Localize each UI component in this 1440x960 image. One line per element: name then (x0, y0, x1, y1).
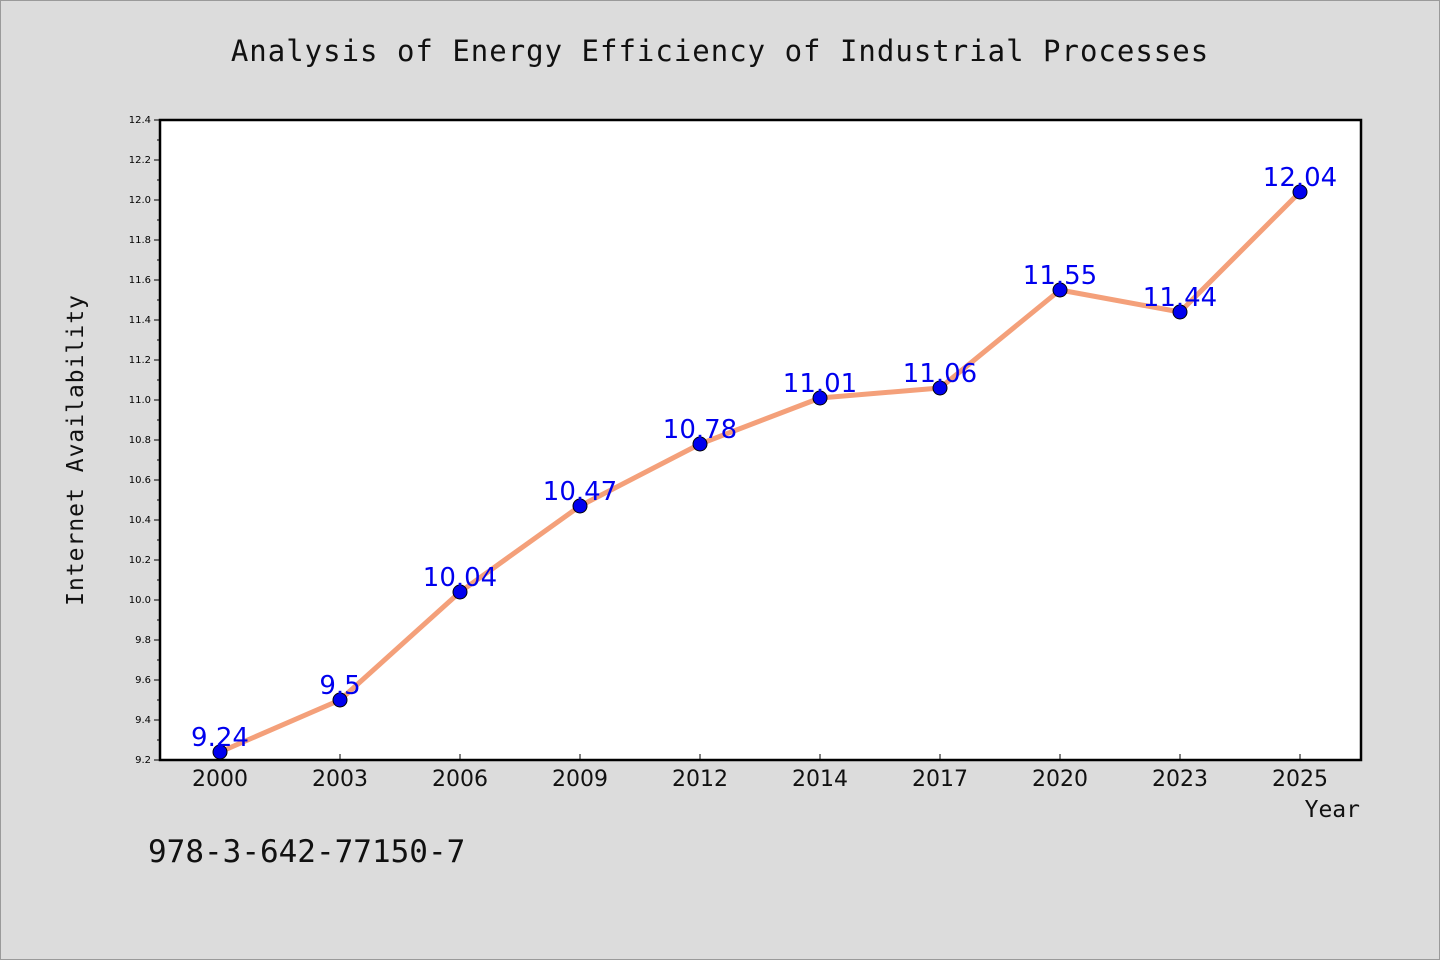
plot-area (160, 120, 1361, 760)
x-tick-label: 2009 (552, 767, 608, 792)
x-tick-label: 2000 (192, 767, 248, 792)
y-axis: 9.2 9.4 9.6 9.8 10.0 10.2 10.4 10.6 10.8 11.0 11.2… (129, 115, 160, 766)
data-label: 9.24 (191, 723, 249, 753)
y-tick-label: 10.6 (129, 475, 151, 486)
y-tick-label: 9.4 (135, 715, 151, 726)
y-tick-label: 10.0 (129, 595, 151, 606)
data-point (572, 498, 588, 514)
x-axis-label: Year (1304, 797, 1360, 823)
x-tick-label: 2025 (1272, 767, 1328, 792)
x-tick-label: 2023 (1152, 767, 1208, 792)
data-point (1292, 184, 1308, 200)
y-tick-label: 12.0 (129, 195, 151, 206)
y-tick-label: 11.8 (129, 235, 151, 246)
data-label: 9.5 (319, 671, 360, 701)
y-tick-label: 10.8 (129, 435, 151, 446)
data-label: 10.47 (543, 477, 617, 507)
data-label: 11.01 (783, 369, 857, 399)
data-label: 11.55 (1023, 261, 1097, 291)
data-point (812, 390, 828, 406)
data-point (692, 436, 708, 452)
y-tick-label: 9.8 (135, 635, 151, 646)
data-label: 10.78 (663, 415, 737, 445)
data-label: 11.44 (1143, 283, 1217, 313)
data-point (452, 584, 468, 600)
data-label: 11.06 (903, 359, 977, 389)
plot-frame (158, 118, 1363, 762)
y-tick-label: 9.2 (135, 755, 151, 766)
data-point (1052, 282, 1068, 298)
y-tick-label: 9.6 (135, 675, 151, 686)
data-point (932, 380, 948, 396)
data-label: 12.04 (1263, 163, 1337, 193)
data-label: 10.04 (423, 563, 497, 593)
y-tick-label: 10.2 (129, 555, 151, 566)
series-group: 9.24 9.5 10.04 10.47 10.78 11.01 11.06 11.55 11.… (191, 163, 1337, 760)
y-tick-label: 12.4 (129, 115, 151, 126)
x-axis: 2000 2003 2006 2009 2012 2014 2017 2020 2023 2025 (192, 754, 1328, 792)
y-tick-label: 11.6 (129, 275, 151, 286)
y-tick-label: 12.2 (129, 155, 151, 166)
y-tick-label: 11.4 (129, 315, 151, 326)
y-tick-label: 11.0 (129, 395, 151, 406)
x-tick-label: 2017 (912, 767, 968, 792)
y-tick-label: 11.2 (129, 355, 151, 366)
data-point (1172, 304, 1188, 320)
x-tick-label: 2006 (432, 767, 488, 792)
x-tick-label: 2014 (792, 767, 848, 792)
chart-title: Analysis of Energy Efficiency of Industr… (230, 34, 1210, 68)
y-tick-label: 10.4 (129, 515, 151, 526)
series-line (217, 189, 1303, 755)
data-point (332, 692, 348, 708)
isbn-code: 978-3-642-77150-7 (148, 834, 466, 870)
x-tick-label: 2012 (672, 767, 728, 792)
x-tick-label: 2003 (312, 767, 368, 792)
x-tick-label: 2020 (1032, 767, 1088, 792)
